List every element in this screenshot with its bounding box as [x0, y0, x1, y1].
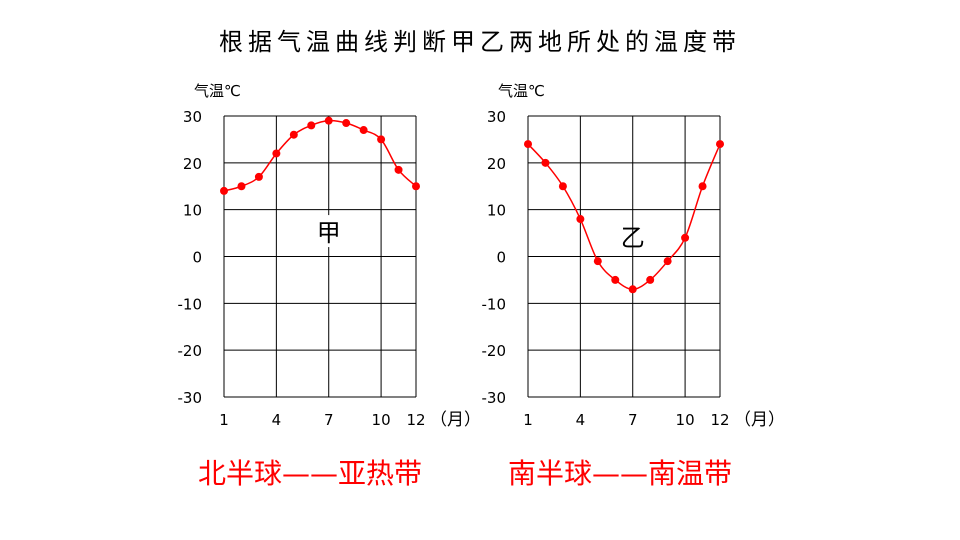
chart-jia: 30 20 10 0 -10 -20 -30 1 4 7 10 12 气温℃ （月） 甲 — [160, 72, 500, 442]
yi-temperature-line — [527, 143, 721, 291]
yi-y-tick-label: 10 — [487, 202, 506, 220]
yi-y-tick-label: -10 — [482, 295, 507, 313]
jia-x-axis-label: （月） — [430, 410, 481, 430]
yi-data-point — [681, 233, 690, 242]
jia-data-point — [289, 130, 298, 139]
chart-jia-svg: 30 20 10 0 -10 -20 -30 1 4 7 10 12 气温℃ （月） 甲 — [178, 82, 482, 430]
yi-data-point — [663, 257, 672, 266]
jia-data-point — [412, 182, 420, 191]
yi-data-point — [628, 285, 637, 294]
jia-x-tick-label: 4 — [272, 411, 282, 429]
jia-x-tick-label: 10 — [372, 411, 391, 429]
jia-data-point — [394, 165, 403, 174]
jia-y-axis-label: 气温℃ — [194, 82, 241, 100]
jia-grid — [223, 115, 417, 398]
jia-y-tick-label: -10 — [178, 295, 203, 313]
jia-y-tick-label: -20 — [178, 342, 203, 360]
jia-data-point — [220, 186, 228, 195]
yi-data-point — [541, 158, 550, 167]
jia-data-point — [307, 121, 316, 130]
jia-x-tick-label: 1 — [219, 411, 229, 429]
yi-x-axis-label: （月） — [734, 410, 785, 430]
yi-data-point — [576, 215, 585, 224]
jia-data-point — [377, 135, 386, 144]
jia-y-tick-label: 30 — [183, 108, 202, 126]
jia-region-label-bg — [314, 215, 343, 248]
yi-data-point — [593, 257, 602, 266]
yi-y-axis-label: 气温℃ — [498, 82, 545, 100]
jia-y-tick-label: -30 — [178, 389, 203, 407]
yi-y-tick-label: -20 — [482, 342, 507, 360]
yi-data-point — [558, 182, 567, 191]
yi-x-tick-label: 10 — [676, 411, 695, 429]
yi-x-tick-label: 4 — [576, 411, 586, 429]
chart-yi: 30 20 10 0 -10 -20 -30 1 4 7 10 12 气温℃ （月） 乙 — [464, 72, 804, 442]
yi-x-tick-label: 7 — [628, 411, 638, 429]
jia-x-tick-label: 12 — [406, 411, 425, 429]
yi-y-tick-label: 20 — [487, 155, 506, 173]
jia-y-tick-label: 0 — [192, 249, 202, 267]
jia-data-point — [237, 182, 246, 191]
yi-y-tick-label: 0 — [496, 249, 506, 267]
chart-yi-svg: 30 20 10 0 -10 -20 -30 1 4 7 10 12 气温℃ （月） 乙 — [482, 82, 786, 430]
yi-y-tick-label: -30 — [482, 389, 507, 407]
jia-x-tick-label: 7 — [324, 411, 334, 429]
yi-data-point — [716, 140, 724, 149]
jia-y-tick-label: 10 — [183, 202, 202, 220]
page-title: 根据气温曲线判断甲乙两地所处的温度带 — [219, 28, 741, 56]
conclusion-jia: 北半球——亚热带 — [198, 457, 423, 490]
jia-region-label: 甲 — [317, 219, 341, 247]
jia-data-point — [359, 126, 368, 135]
jia-data-point — [254, 172, 263, 181]
yi-data-point — [646, 275, 655, 284]
jia-data-point — [324, 116, 333, 125]
yi-y-tick-label: 30 — [487, 108, 506, 126]
jia-y-tick-label: 20 — [183, 155, 202, 173]
yi-x-tick-label: 1 — [523, 411, 533, 429]
yi-data-point — [611, 275, 620, 284]
jia-temperature-line — [223, 119, 417, 192]
yi-region-label: 乙 — [621, 224, 645, 252]
yi-data-point — [524, 140, 532, 149]
conclusion-yi: 南半球——南温带 — [508, 457, 733, 490]
jia-data-point — [272, 149, 281, 158]
yi-data-point — [698, 182, 707, 191]
yi-grid — [527, 115, 721, 398]
jia-data-point — [342, 119, 351, 128]
yi-x-tick-label: 12 — [710, 411, 729, 429]
